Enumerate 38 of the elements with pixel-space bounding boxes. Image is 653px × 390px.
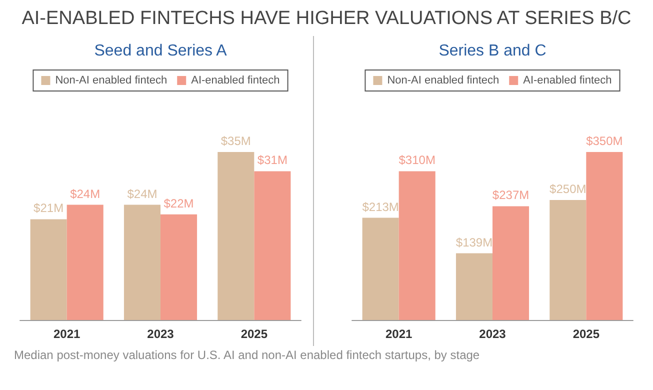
legend-label: AI-enabled fintech xyxy=(523,74,612,86)
legend-label: Non-AI enabled fintech xyxy=(55,74,168,86)
x-tick-label: 2023 xyxy=(147,327,174,341)
bar xyxy=(550,200,586,320)
chart-title: Series B and C xyxy=(438,42,546,60)
bar xyxy=(492,206,530,320)
bar xyxy=(398,171,436,320)
data-label: $350M xyxy=(586,134,623,148)
x-tick-label: 2025 xyxy=(240,327,268,341)
data-label: $237M xyxy=(492,188,530,202)
bar xyxy=(160,214,198,320)
data-label: $35M xyxy=(220,134,251,148)
data-label: $31M xyxy=(257,153,288,168)
data-label: $213M xyxy=(362,200,399,214)
text: AI-ENABLED FINTECHS HAVE HIGHER VALUATIONS AT SERIES B/C xyxy=(20,8,632,30)
bar xyxy=(218,152,254,320)
data-label: $310M xyxy=(398,153,436,168)
data-label: $139M xyxy=(456,235,493,250)
x-tick-label: 2021 xyxy=(53,327,81,341)
bar xyxy=(66,204,104,320)
bar xyxy=(586,152,623,320)
legend-label: Non-AI enabled fintech xyxy=(387,74,500,86)
data-label: $24M xyxy=(127,186,158,201)
bar xyxy=(362,218,399,320)
bar xyxy=(30,219,67,320)
x-tick-label: 2023 xyxy=(479,327,506,341)
data-label: $24M xyxy=(70,186,100,201)
data-label: $21M xyxy=(34,201,64,216)
data-label: $250M xyxy=(550,182,586,196)
chart-title: Seed and Series A xyxy=(94,42,228,60)
bar xyxy=(124,204,160,320)
bar xyxy=(456,253,492,320)
x-tick-label: 2021 xyxy=(385,327,413,341)
text: Median post-money valuations for U.S. AI and non-AI enabled fintech startups, by stage xyxy=(13,348,481,362)
legend-label: AI-enabled fintech xyxy=(191,74,280,86)
bar xyxy=(254,171,291,320)
x-tick-label: 2025 xyxy=(572,327,600,341)
data-label: $22M xyxy=(164,196,194,210)
